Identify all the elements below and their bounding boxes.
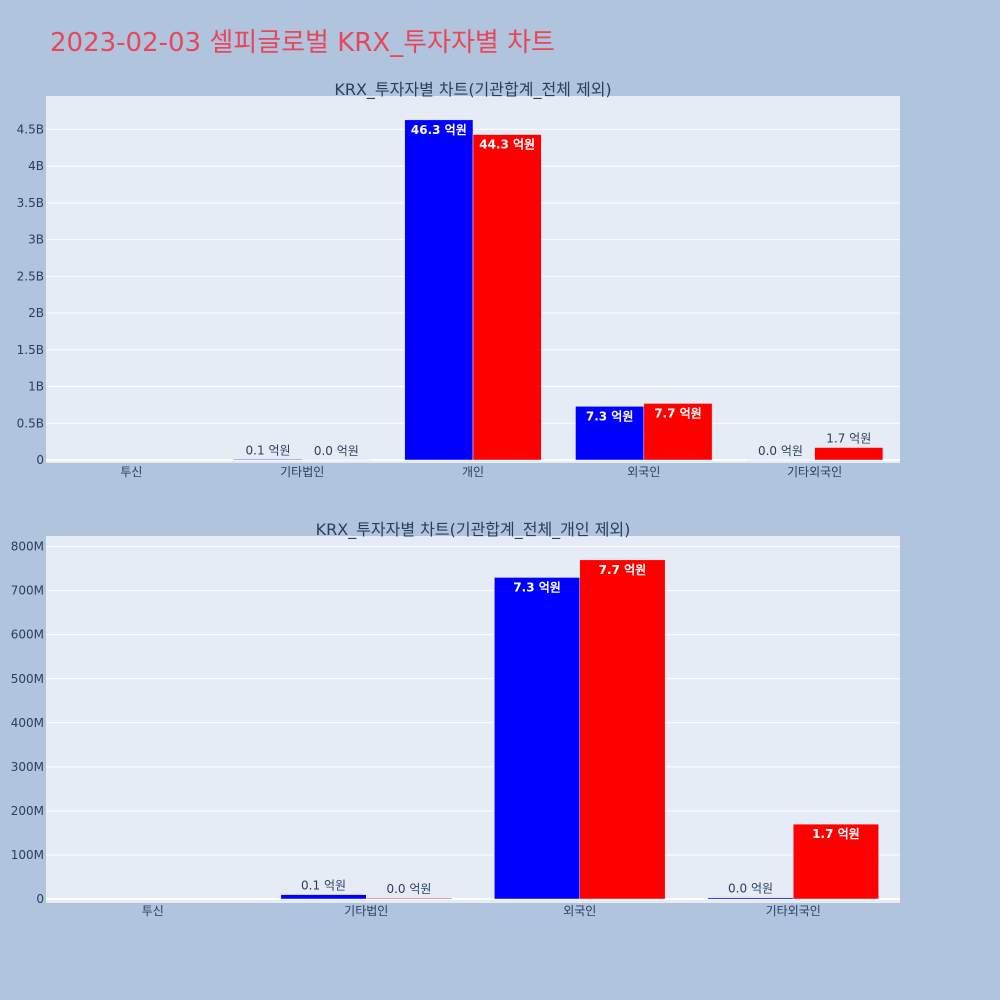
x-tick-label: 기타법인 [344,904,388,918]
bar-buy [404,119,474,461]
y-tick-label: 4.5B [17,122,44,136]
bar-buy [233,459,303,461]
chart-subtitle: KRX_투자자별 차트(기관합계_전체 제외) [334,80,611,100]
y-tick-label: 1.5B [17,343,44,357]
y-tick-label: 3.5B [17,196,44,210]
y-tick-label: 2.5B [17,269,44,283]
bar-buy [707,897,794,900]
data-label: 46.3 억원 [411,123,467,137]
plot-area [46,536,900,903]
y-tick-label: 3B [28,233,44,247]
data-label: 7.3 억원 [513,580,561,594]
data-label: 1.7 억원 [826,432,871,446]
bar-sell [643,403,713,461]
data-label: 1.7 억원 [812,827,860,841]
y-tick-label: 300M [11,760,44,774]
bar-buy [280,894,367,900]
y-tick-label: 2B [28,306,44,320]
bar-buy [494,577,581,900]
bar-sell [793,823,879,900]
data-label: 7.7 억원 [654,406,702,420]
x-tick-label: 기타외국인 [766,904,821,918]
y-tick-label: 4B [28,159,44,173]
x-tick-label: 외국인 [627,465,660,479]
bar-sell [366,897,452,900]
y-tick-label: 700M [11,584,44,598]
y-tick-label: 500M [11,672,44,686]
y-tick-label: 800M [11,540,44,554]
data-label: 0.1 억원 [246,443,291,457]
bar-buy [575,406,645,461]
data-label: 0.0 억원 [314,444,359,458]
y-tick-label: 0.5B [17,416,44,430]
x-tick-label: 외국인 [563,904,596,918]
data-label: 0.0 억원 [728,882,773,896]
x-tick-label: 기타외국인 [787,465,842,479]
y-tick-label: 200M [11,804,44,818]
y-tick-label: 0 [36,453,44,467]
chart-excluding-individual: KRX_투자자별 차트(기관합계_전체_개인 제외) 0 100M 200M 300M 4… [11,520,900,918]
bar-sell [579,559,666,900]
data-label: 0.0 억원 [758,444,803,458]
data-label: 7.7 억원 [599,563,647,577]
page-title: 2023-02-03 셀피글로벌 KRX_투자자별 차트 [50,28,555,58]
x-tick-label: 기타법인 [280,465,324,479]
bar-sell [814,447,884,461]
chart-overall: KRX_투자자별 차트(기관합계_전체 제외) 0 0.5B 1B 1.5B 2B 2.5B… [17,80,900,479]
y-tick-label: 100M [11,848,44,862]
y-tick-label: 600M [11,628,44,642]
bar-sell [472,134,542,461]
y-tick-label: 1B [28,380,44,394]
x-tick-label: 투신 [142,904,164,918]
data-label: 7.3 억원 [586,409,634,423]
data-label: 0.1 억원 [301,879,346,893]
data-label: 0.0 억원 [386,882,431,896]
x-tick-label: 개인 [462,465,484,479]
y-tick-label: 0 [36,892,44,906]
chart-subtitle: KRX_투자자별 차트(기관합계_전체_개인 제외) [316,520,631,540]
y-tick-label: 400M [11,716,44,730]
data-label: 44.3 억원 [479,138,535,152]
x-tick-label: 투신 [120,465,142,479]
